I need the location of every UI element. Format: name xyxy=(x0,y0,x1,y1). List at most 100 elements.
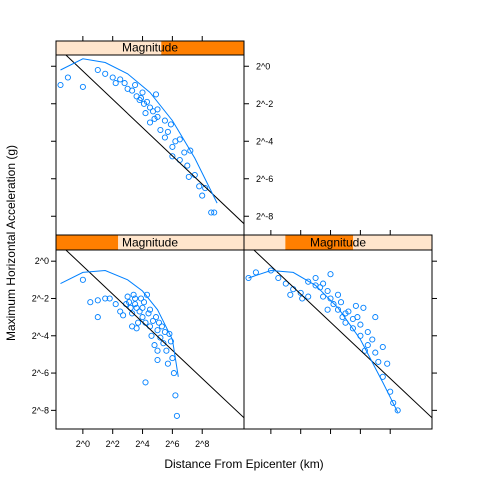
data-point xyxy=(154,356,161,364)
y-tick-label-right: 2^-2 xyxy=(256,99,273,109)
x-axis-title: Distance From Epicenter (km) xyxy=(164,457,323,471)
data-point xyxy=(140,100,148,107)
data-point xyxy=(211,209,218,216)
data-point xyxy=(94,297,101,304)
data-point xyxy=(142,379,149,386)
data-point xyxy=(109,74,116,81)
data-point xyxy=(149,317,157,324)
panel-frame xyxy=(55,249,245,430)
panel-frame xyxy=(55,54,245,236)
data-point xyxy=(112,80,119,87)
data-point xyxy=(146,323,154,330)
panel-3: Magnitude xyxy=(55,40,245,236)
data-point xyxy=(148,332,155,339)
strip-label: Magnitude xyxy=(310,236,366,250)
data-point xyxy=(154,327,161,334)
data-point xyxy=(133,325,140,332)
data-point xyxy=(129,310,136,317)
data-point xyxy=(352,302,359,309)
data-point xyxy=(375,358,382,365)
smooth-curve xyxy=(248,269,399,413)
strip-shingle-bar xyxy=(161,41,244,55)
data-point xyxy=(117,308,124,315)
data-point xyxy=(202,185,209,192)
data-point xyxy=(327,271,334,278)
data-point xyxy=(152,314,160,321)
data-point xyxy=(196,183,203,190)
smooth-curve xyxy=(60,269,179,377)
y-tick-label-right: 2^-6 xyxy=(256,174,273,184)
data-point xyxy=(364,342,371,349)
data-point xyxy=(129,87,136,94)
data-point xyxy=(145,310,152,317)
data-point xyxy=(369,336,376,343)
fit-line xyxy=(65,55,244,225)
data-point xyxy=(157,126,164,134)
data-point xyxy=(135,319,142,326)
data-point xyxy=(172,392,179,399)
data-point xyxy=(297,289,304,296)
y-tick-label-right: 2^-8 xyxy=(256,211,273,221)
data-point xyxy=(136,308,143,315)
data-point xyxy=(124,293,131,300)
data-point xyxy=(163,347,170,354)
data-point xyxy=(137,95,145,102)
data-point xyxy=(164,360,171,367)
data-point xyxy=(146,119,154,126)
panel-1: Magnitude xyxy=(55,234,245,430)
data-point xyxy=(167,121,174,128)
data-point xyxy=(158,323,165,330)
data-point xyxy=(372,314,379,321)
data-point xyxy=(121,80,128,87)
data-point xyxy=(146,306,154,313)
data-point xyxy=(372,349,379,356)
y-tick-label-right: 2^0 xyxy=(256,61,270,71)
data-point xyxy=(349,325,356,332)
data-point xyxy=(152,91,160,98)
panel-2: Magnitude xyxy=(243,234,433,430)
data-point xyxy=(324,306,331,313)
strip-shingle-bar xyxy=(285,235,354,250)
data-point xyxy=(102,295,109,302)
y-tick-label: 2^-4 xyxy=(32,331,49,341)
data-point xyxy=(106,295,113,302)
data-point xyxy=(112,301,119,308)
data-point xyxy=(176,136,183,143)
strip-label: Magnitude xyxy=(122,236,178,250)
data-point xyxy=(139,314,146,321)
data-point xyxy=(102,70,109,77)
data-point xyxy=(160,340,167,347)
data-point xyxy=(137,295,145,302)
data-point xyxy=(126,299,133,306)
data-point xyxy=(79,276,86,283)
y-tick-label: 2^-2 xyxy=(32,293,49,303)
panels-layer: Magnitude Magnitude Magnitude xyxy=(55,40,433,430)
data-point xyxy=(79,83,86,90)
x-tick-label: 2^6 xyxy=(165,439,179,449)
data-point xyxy=(320,280,327,287)
data-point xyxy=(208,209,215,216)
fit-line xyxy=(65,250,244,419)
data-point xyxy=(170,370,177,377)
data-point xyxy=(161,117,168,124)
x-tick-label: 2^2 xyxy=(106,439,120,449)
data-point xyxy=(357,321,364,328)
axes-layer: 2^0 2^2 2^4 2^6 2^8 2^0 2^-2 2^-4 2^-6 2^-8 2^0 2^-… xyxy=(32,36,437,449)
data-point xyxy=(245,274,252,282)
data-point xyxy=(161,134,168,141)
data-point xyxy=(185,173,192,180)
data-point xyxy=(173,412,180,419)
data-point xyxy=(94,314,101,321)
y-tick-label: 2^0 xyxy=(35,256,49,266)
data-point xyxy=(320,293,327,300)
data-point xyxy=(187,147,194,154)
data-point xyxy=(154,347,161,354)
data-point xyxy=(151,342,158,349)
data-point xyxy=(87,299,94,306)
data-point xyxy=(317,284,324,291)
data-point xyxy=(169,143,176,150)
data-point xyxy=(282,280,289,287)
y-tick-label-right: 2^-4 xyxy=(256,136,273,146)
data-point xyxy=(345,308,352,315)
